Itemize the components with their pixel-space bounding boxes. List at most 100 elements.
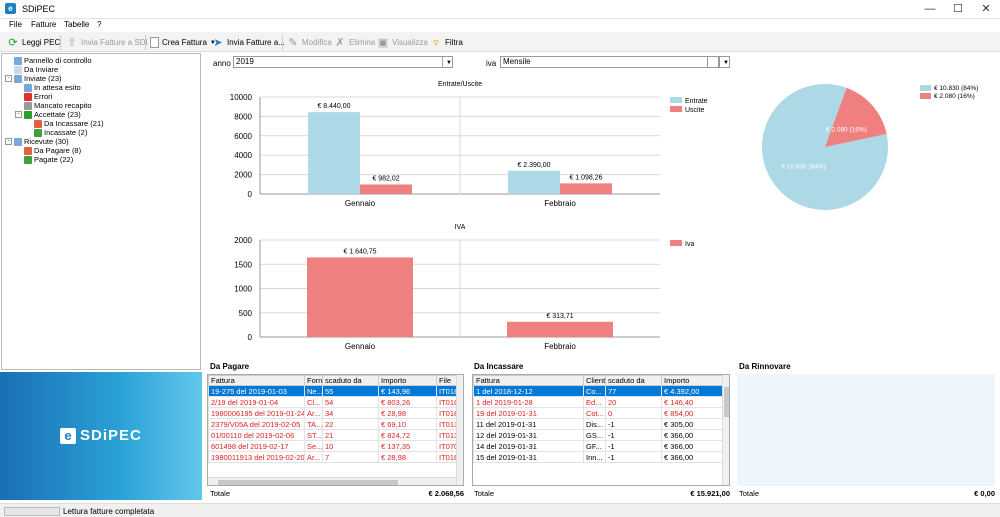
tree-node[interactable]: - Accettate (23) (15, 110, 81, 119)
chevron-down-icon: ▼ (723, 60, 729, 66)
new-document-icon (150, 37, 159, 48)
table-row[interactable]: 1 del 2019-01-28 Ed... 20 € 146,40 (473, 396, 723, 408)
column-header[interactable]: Importo (661, 375, 723, 386)
table-row[interactable]: 14 del 2019-01-31 GF... -1 € 366,00 (473, 440, 723, 452)
table-cell: 1980011913 del 2019-02-20 (208, 451, 305, 463)
table-cell: 55 (322, 385, 379, 397)
iva-y-tick-label: 500 (239, 309, 253, 318)
table-cell: -1 (605, 429, 662, 441)
table-cell: 14 del 2019-01-31 (473, 440, 584, 452)
invia-fatture-sdi-button[interactable]: ⇧ Invia Fatture a SDI (66, 36, 147, 49)
elimina-button[interactable]: ✗ Elimina (334, 36, 375, 49)
tree-node[interactable]: Pannello di controllo (5, 56, 92, 65)
expander-icon[interactable]: - (5, 138, 12, 145)
column-header[interactable]: File (436, 375, 458, 386)
menu-fatture[interactable]: Fatture (31, 20, 57, 29)
da-incassare-grid[interactable]: Fattura Client scaduto da Importo 1 del 201… (472, 374, 730, 486)
pie-data-label: € 10.830 (84%) (781, 164, 825, 171)
table-cell: 11 del 2019-01-31 (473, 418, 584, 430)
close-button[interactable]: ✕ (981, 3, 991, 15)
tree-node[interactable]: Errori (15, 92, 52, 101)
maximize-button[interactable]: ☐ (953, 3, 963, 15)
iva-dropdown-button[interactable]: ▼ (719, 56, 730, 68)
view-icon: ▣ (377, 36, 389, 49)
column-header[interactable]: Importo (378, 375, 437, 386)
table-cell: IT018 (436, 407, 458, 419)
menu-tabelle[interactable]: Tabelle (64, 20, 90, 29)
anno-dropdown-button[interactable]: ▼ (443, 56, 453, 68)
table-cell: 15 del 2019-01-31 (473, 451, 584, 463)
table-row[interactable]: 01/00110 del 2019-02-06 ST... 21 € 824,72 IT… (208, 429, 458, 441)
table-cell: Cot... (583, 407, 606, 419)
tree-node[interactable]: In attesa esito (15, 83, 81, 92)
modifica-button[interactable]: ✎ Modifica (287, 36, 331, 49)
iva-select[interactable]: Mensile (500, 56, 730, 68)
refresh-icon: ⟳ (8, 36, 18, 49)
table-row[interactable]: 1980011913 del 2019-02-20 Ar... 7 € 28,98 IT… (208, 451, 458, 463)
menu-help[interactable]: ? (97, 20, 102, 29)
folder-tree[interactable]: Pannello di controllo Da Inviare - Inviate … (1, 53, 201, 370)
table-row[interactable]: 601498 del 2019-02-17 Se... 10 € 137,35 IT07… (208, 440, 458, 452)
da-rinnovare-grid[interactable] (737, 374, 995, 486)
tree-node[interactable]: Mancato recapito (15, 101, 92, 110)
visualizza-button[interactable]: ▣ Visualizza (377, 36, 428, 49)
vertical-scrollbar[interactable] (456, 375, 463, 485)
entrate-uscite-legend-swatch (670, 106, 682, 112)
tree-node-label: Da Pagare (8) (34, 146, 82, 155)
pie-legend-swatch (920, 85, 931, 91)
table-cell: -1 (605, 418, 662, 430)
iva-value: Mensile (503, 57, 531, 66)
tree-node-label: Errori (34, 92, 53, 101)
table-row[interactable]: 1 del 2018-12-12 Co... 77 € 4.392,00 (473, 385, 723, 397)
column-header[interactable]: Client (583, 375, 606, 386)
anno-value: 2019 (236, 57, 254, 66)
table-cell: 34 (322, 407, 379, 419)
da-pagare-total-label: Totale (210, 489, 231, 498)
table-cell: 0 (605, 407, 662, 419)
leggi-pec-button[interactable]: ⟳ Leggi PEC (7, 36, 60, 49)
invia-fatture-a-button[interactable]: ➤ Invia Fatture a... (212, 36, 284, 49)
column-header[interactable]: Fattura (473, 375, 584, 386)
tree-node[interactable]: Da Incassare (21) (25, 119, 104, 128)
vertical-scrollbar[interactable] (722, 375, 729, 485)
anno-select[interactable]: 2019 | (233, 56, 453, 68)
toolbar-separator (282, 35, 283, 50)
da-pagare-grid[interactable]: Fattura Forni scaduto da Importo File 19-275… (207, 374, 464, 486)
column-header[interactable]: Fattura (208, 375, 305, 386)
column-header[interactable]: Forni (304, 375, 323, 386)
table-row[interactable]: 19-275 del 2019-01-03 Ne... 55 € 143,96 IT01… (208, 385, 458, 397)
column-header[interactable]: scaduto da (605, 375, 662, 386)
tree-node[interactable]: Pagate (22) (15, 155, 73, 164)
entrate-uscite-bar (360, 184, 412, 194)
minimize-button[interactable]: — (924, 3, 936, 15)
status-bar: Lettura fatture completata (0, 503, 1000, 517)
table-row[interactable]: 12 del 2019-01-31 GS... -1 € 366,00 (473, 429, 723, 441)
da-rinnovare-total-label: Totale (739, 489, 760, 498)
tree-node[interactable]: - Inviate (23) (5, 74, 62, 83)
table-row[interactable]: 1980006195 del 2019-01-24 Ar... 34 € 28,98 I… (208, 407, 458, 419)
tree-node[interactable]: Incassate (2) (25, 128, 87, 137)
filtra-button[interactable]: ▿ Filtra (430, 36, 463, 49)
table-row[interactable]: 2379/V05A del 2019-02-05 TA... 22 € 69,10 IT… (208, 418, 458, 430)
tree-node[interactable]: Da Pagare (8) (15, 146, 81, 155)
table-cell: 21 (322, 429, 379, 441)
horizontal-scrollbar[interactable] (208, 477, 457, 485)
expander-icon[interactable]: - (5, 75, 12, 82)
table-row[interactable]: 2/19 del 2019-01-04 Cl... 54 € 803,26 IT018 (208, 396, 458, 408)
iva-y-tick-label: 2000 (234, 236, 252, 245)
crea-fattura-button[interactable]: Crea Fattura ▼ (150, 36, 216, 49)
table-cell: € 69,10 (378, 418, 437, 430)
iva-y-tick-label: 0 (248, 333, 253, 342)
table-cell: € 146,40 (661, 396, 723, 408)
table-row[interactable]: 15 del 2019-01-31 Inn... -1 € 366,00 (473, 451, 723, 463)
tree-node[interactable]: Da Inviare (5, 65, 58, 74)
logo-text: SDiPEC (80, 427, 142, 444)
column-header[interactable]: scaduto da (322, 375, 379, 386)
table-row[interactable]: 11 del 2019-01-31 Dis... -1 € 305,00 (473, 418, 723, 430)
tree-node[interactable]: - Ricevute (30) (5, 137, 69, 146)
visualizza-label: Visualizza (392, 38, 428, 47)
table-cell: IT013 (436, 418, 458, 430)
menu-file[interactable]: File (9, 20, 22, 29)
table-row[interactable]: 19 del 2019-01-31 Cot... 0 € 854,00 (473, 407, 723, 419)
expander-icon[interactable]: - (15, 111, 22, 118)
